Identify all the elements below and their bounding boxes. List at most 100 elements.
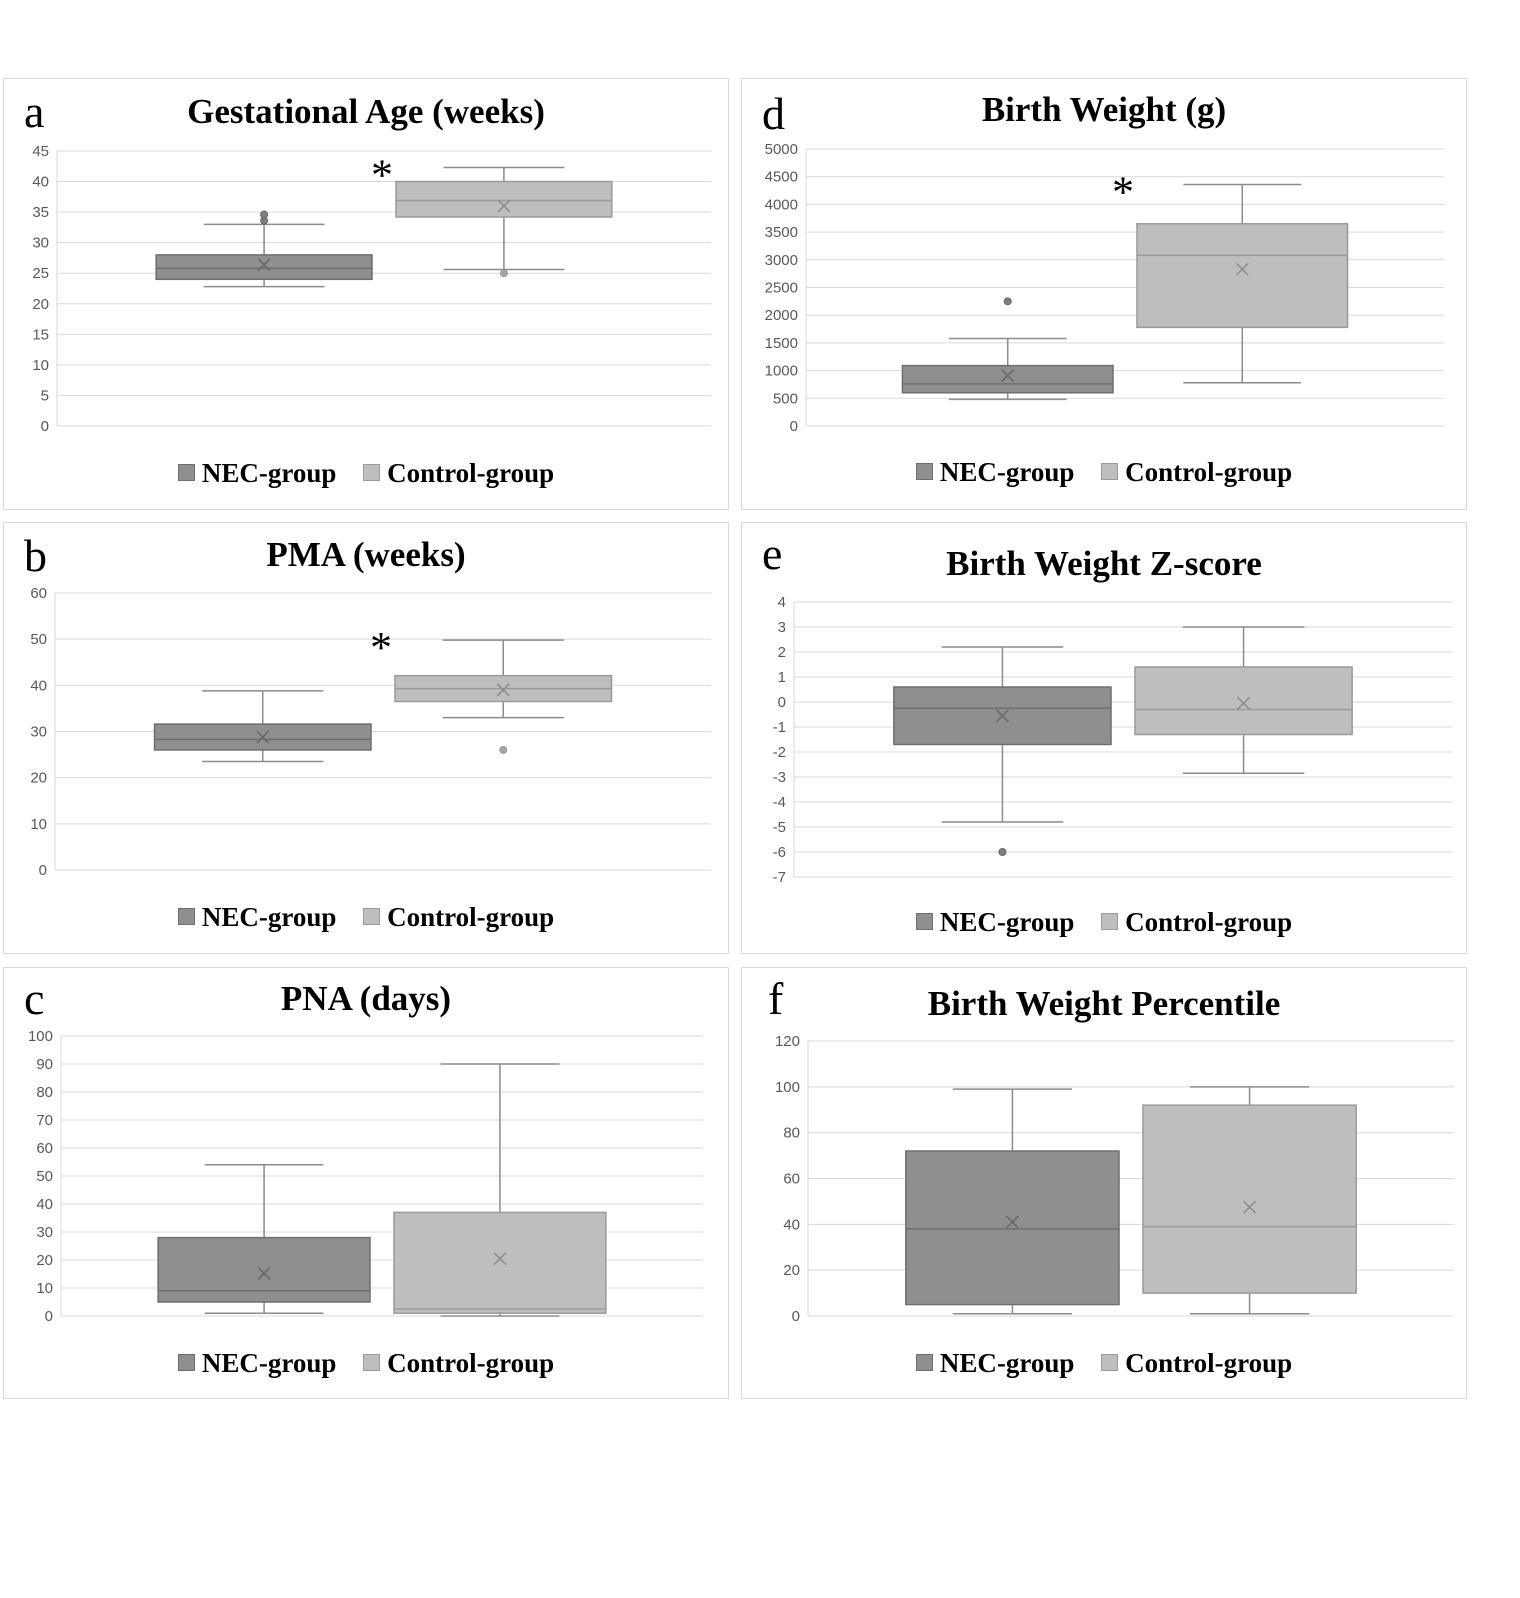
legend-label-control: Control-group: [1125, 907, 1293, 937]
y-tick-label: 60: [30, 585, 47, 602]
legend-label-nec: NEC-group: [939, 457, 1075, 487]
legend-swatch-control: [1101, 913, 1119, 930]
legend-label-control: Control-group: [1125, 457, 1293, 487]
y-tick-label: 20: [30, 770, 47, 787]
control-box: [1142, 1104, 1357, 1294]
y-tick-label: 50: [36, 1168, 53, 1185]
legend-swatch-nec: [177, 464, 195, 481]
y-tick-label: 4: [778, 594, 786, 611]
control-outlier-point: [499, 269, 508, 278]
y-tick-label: 10: [36, 1280, 53, 1297]
control-mean-marker: [493, 1252, 507, 1266]
nec-mean-marker: [257, 258, 271, 272]
y-tick-label: 5: [41, 387, 49, 404]
legend-label-nec: NEC-group: [201, 458, 337, 488]
plot-area-a: 0 5 10 15 20 25 30 35 40 45 *: [32, 143, 711, 435]
y-tick-label: 2: [778, 644, 786, 661]
legend-label-nec: NEC-group: [201, 1348, 337, 1378]
y-tick-label: 90: [36, 1056, 53, 1073]
nec-outlier-point: [998, 848, 1007, 856]
legend-a: NEC-group Control-group: [4, 460, 728, 487]
significance-marker: *: [1112, 167, 1134, 216]
legend-swatch-control: [363, 908, 381, 925]
y-tick-label: -3: [773, 769, 786, 786]
y-tick-label: 30: [32, 235, 49, 252]
legend-item-control: Control-group: [1101, 1350, 1292, 1377]
legend-label-control: Control-group: [387, 902, 555, 932]
panel-letter-b: b: [24, 530, 47, 581]
y-tick-label: 2500: [765, 280, 798, 297]
y-tick-label: 30: [30, 724, 47, 741]
legend-swatch-control: [363, 464, 381, 481]
nec-mean-marker: [1005, 1215, 1019, 1229]
legend-item-control: Control-group: [363, 1350, 554, 1377]
legend-d: NEC-group Control-group: [742, 459, 1466, 486]
y-tick-label: 5000: [765, 141, 798, 158]
legend-item-control: Control-group: [363, 904, 554, 931]
y-tick-label: 1: [778, 669, 786, 686]
y-tick-label: 500: [773, 390, 798, 407]
y-tick-label: 25: [32, 265, 49, 282]
y-tick-label: 20: [783, 1262, 800, 1279]
nec-outlier-point: [260, 210, 269, 219]
y-tick-label: 2000: [765, 307, 798, 324]
legend-label-nec: NEC-group: [201, 902, 337, 932]
y-tick-label: 120: [775, 1033, 800, 1050]
control-box: [393, 1211, 607, 1314]
y-tick-label: 40: [30, 677, 47, 694]
nec-mean-marker: [256, 730, 270, 744]
nec-box: [905, 1150, 1120, 1306]
chart-panel-c: c PNA (days) 0 10 20 30 40 50 60 70 80 90 100 NEC-…: [3, 967, 729, 1399]
control-mean-marker: [1235, 262, 1249, 276]
nec-outlier-point: [1003, 297, 1012, 306]
y-tick-label: 4500: [765, 169, 798, 186]
legend-item-nec: NEC-group: [177, 1348, 337, 1378]
legend-item-nec: NEC-group: [915, 1350, 1074, 1377]
nec-box: [901, 364, 1114, 394]
plot-area-d: 0 500 1000 1500 2000 2500 3000 3500 4000 4500 5000…: [765, 141, 1444, 435]
chart-title-a: Gestational Age (weeks): [187, 92, 545, 131]
control-mean-marker: [1237, 696, 1251, 710]
legend-swatch-nec: [915, 913, 933, 930]
legend-swatch-nec: [177, 908, 195, 925]
significance-marker: *: [371, 151, 393, 200]
chart-panel-a: a Gestational Age (weeks) 0 5 10 15 20 25 30 35…: [3, 78, 729, 510]
y-tick-label: 0: [41, 418, 49, 435]
panel-letter-e: e: [762, 528, 783, 579]
plot-area-e: -7 -6 -5 -4 -3 -2 -1 0 1 2 3 4: [773, 594, 1452, 886]
legend-label-nec: NEC-group: [939, 907, 1075, 937]
chart-title-b: PMA (weeks): [266, 535, 466, 574]
legend-swatch-control: [363, 1354, 381, 1371]
chart-title-f: Birth Weight Percentile: [927, 984, 1281, 1023]
y-tick-label: 20: [36, 1252, 53, 1269]
y-tick-label: 0: [792, 1308, 800, 1325]
panel-letter-c: c: [24, 973, 45, 1024]
y-tick-label: 60: [783, 1171, 800, 1188]
significance-marker: *: [370, 623, 392, 672]
legend-swatch-nec: [915, 1354, 933, 1371]
chart-title-c: PNA (days): [280, 979, 452, 1018]
legend-swatch-control: [1101, 463, 1119, 480]
plot-area-b: 0 10 20 30 40 50 60 *: [30, 585, 711, 879]
y-tick-label: -6: [773, 844, 786, 861]
legend-item-nec: NEC-group: [915, 457, 1075, 487]
legend-swatch-nec: [915, 463, 933, 480]
chart-title-d: Birth Weight (g): [981, 90, 1227, 129]
y-tick-label: 20: [32, 296, 49, 313]
y-tick-label: -7: [773, 869, 786, 886]
panel-letter-a: a: [24, 86, 45, 137]
plot-area-c: 0 10 20 30 40 50 60 70 80 90 100: [28, 1028, 703, 1325]
control-outlier-point: [499, 745, 508, 754]
legend-item-nec: NEC-group: [915, 907, 1075, 937]
chart-panel-e: e Birth Weight Z-score -7 -6 -5 -4 -3 -2 -1 0 1 2…: [741, 522, 1467, 954]
nec-box: [155, 254, 373, 281]
y-tick-label: 60: [36, 1140, 53, 1157]
legend-swatch-nec: [177, 1354, 195, 1371]
y-tick-label: 70: [36, 1112, 53, 1129]
nec-box: [157, 1236, 371, 1303]
y-tick-label: 10: [32, 357, 49, 374]
legend-f: NEC-group Control-group: [742, 1350, 1466, 1377]
legend-label-control: Control-group: [387, 458, 555, 488]
y-tick-label: -5: [773, 819, 786, 836]
panel-letter-f: f: [768, 973, 784, 1024]
